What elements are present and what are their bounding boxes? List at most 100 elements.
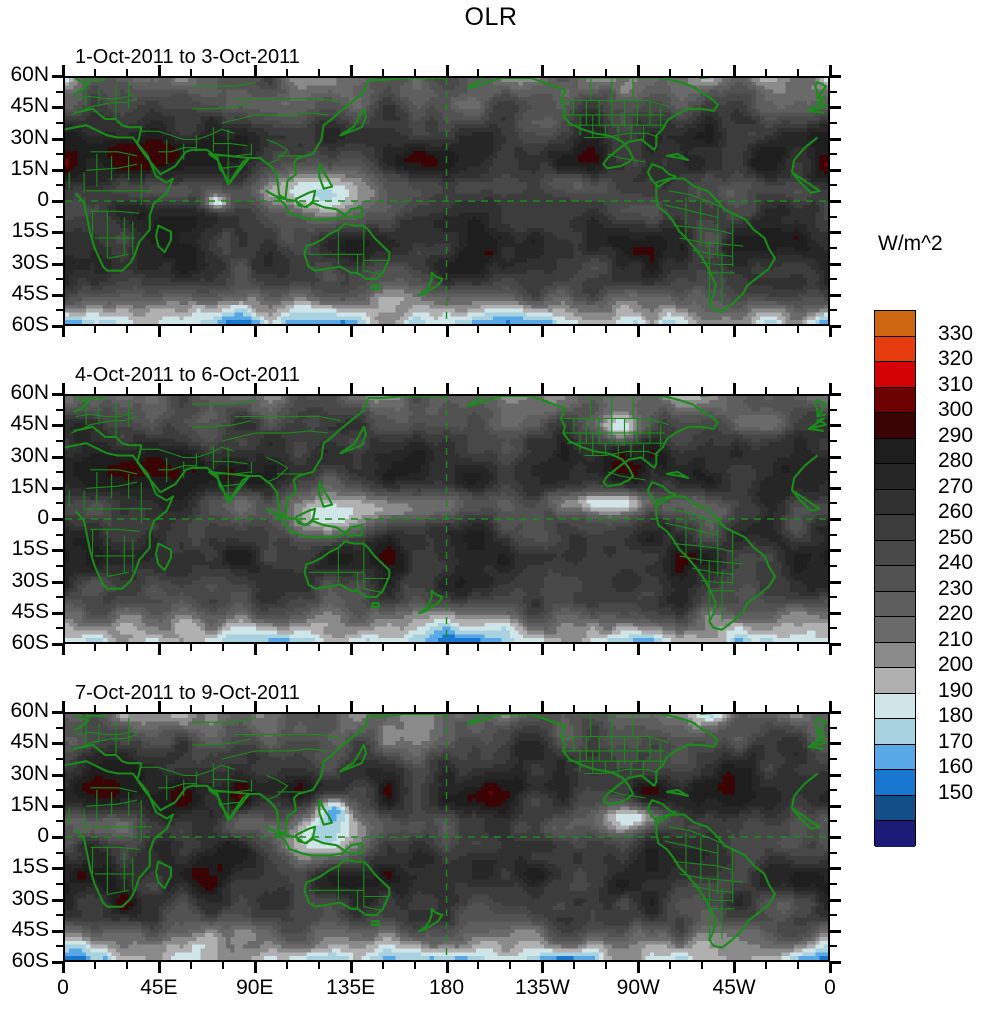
x-tick-minor: [381, 69, 384, 76]
y-tick-label: 45S: [0, 600, 49, 624]
y-tick-minor: [56, 945, 63, 948]
x-tick-minor: [413, 69, 416, 76]
y-tick-minor: [56, 882, 63, 885]
y-tick-minor: [56, 914, 63, 917]
x-tick-minor: [797, 962, 800, 969]
x-tick-minor: [765, 705, 768, 712]
x-tick-minor: [797, 644, 800, 651]
y-tick-minor: [830, 215, 837, 218]
x-tick-minor: [765, 326, 768, 333]
y-tick-major-right: [830, 262, 841, 266]
y-tick-major-right: [830, 200, 841, 203]
x-tick-minor: [189, 644, 192, 651]
x-tick-minor: [381, 326, 384, 333]
y-tick-major: [52, 961, 63, 964]
y-tick-minor: [830, 851, 837, 854]
x-tick-minor: [605, 387, 608, 394]
y-tick-minor: [56, 596, 63, 599]
x-tick-minor: [669, 326, 672, 333]
x-tick-major-top: [541, 65, 545, 76]
x-tick-minor: [701, 962, 704, 969]
y-tick-minor: [830, 121, 837, 124]
x-tick-major-bottom: [349, 644, 353, 655]
x-tick-major-bottom: [62, 644, 65, 655]
x-tick-minor: [413, 962, 416, 969]
colorbar-band: [875, 591, 915, 618]
x-tick-minor: [317, 387, 320, 394]
colorbar-tick-label: 330: [938, 322, 973, 346]
colorbar-tick-label: 320: [938, 347, 973, 371]
y-tick-major: [52, 262, 63, 266]
x-tick-label: 0: [782, 976, 878, 1000]
x-tick-minor: [413, 644, 416, 651]
x-tick-minor: [93, 387, 96, 394]
figure-title: OLR: [0, 3, 982, 32]
x-tick-minor: [189, 326, 192, 333]
y-tick-major: [52, 580, 63, 584]
x-tick-major-top: [733, 65, 737, 76]
x-tick-major-top: [445, 701, 449, 712]
x-tick-major-bottom: [541, 962, 545, 973]
x-tick-minor: [797, 69, 800, 76]
y-tick-minor: [830, 153, 837, 156]
x-tick-major-top: [349, 383, 353, 394]
x-tick-minor: [477, 962, 480, 969]
x-tick-label: 135W: [494, 976, 590, 1000]
y-tick-minor: [56, 90, 63, 93]
y-tick-major: [52, 393, 63, 396]
y-tick-minor: [56, 820, 63, 823]
x-tick-minor: [317, 326, 320, 333]
colorbar-tick-label: 200: [938, 653, 973, 677]
y-tick-major: [52, 836, 63, 839]
y-tick-major: [52, 643, 63, 646]
x-tick-major-bottom: [829, 644, 832, 655]
y-tick-minor: [56, 851, 63, 854]
x-tick-minor: [669, 705, 672, 712]
colorbar-band: [875, 693, 915, 720]
colorbar-band: [875, 464, 915, 490]
y-tick-major: [52, 549, 63, 553]
x-tick-minor: [701, 326, 704, 333]
colorbar-tick-label: 260: [938, 500, 973, 524]
x-tick-major-bottom: [445, 962, 449, 973]
y-tick-label: 60N: [0, 699, 49, 723]
x-tick-minor: [573, 387, 576, 394]
x-tick-label: 90W: [590, 976, 686, 1000]
x-tick-minor: [285, 387, 288, 394]
y-tick-minor: [830, 564, 837, 567]
y-tick-minor: [830, 278, 837, 281]
x-tick-minor: [669, 962, 672, 969]
y-tick-label: 30S: [0, 569, 49, 593]
y-tick-label: 60S: [0, 313, 49, 337]
colorbar-tick-label: 300: [938, 398, 973, 422]
x-tick-major-top: [445, 65, 449, 76]
x-tick-minor: [797, 387, 800, 394]
colorbar-tick-label: 280: [938, 449, 973, 473]
y-tick-major-right: [830, 137, 841, 141]
colorbar-unit-label: W/m^2: [878, 232, 943, 256]
x-tick-minor: [381, 387, 384, 394]
x-tick-minor: [285, 69, 288, 76]
x-tick-major-bottom: [62, 326, 65, 337]
y-tick-major: [52, 75, 63, 78]
y-tick-label: 60S: [0, 631, 49, 655]
colorbar-tick-label: 270: [938, 475, 973, 499]
x-tick-minor: [93, 705, 96, 712]
y-tick-major-right: [830, 106, 841, 110]
map-panel-2[interactable]: [63, 394, 830, 644]
x-tick-minor: [701, 705, 704, 712]
y-tick-major-right: [830, 961, 841, 964]
x-tick-minor: [573, 705, 576, 712]
x-tick-minor: [413, 705, 416, 712]
y-tick-major-right: [830, 742, 841, 746]
y-tick-label: 60N: [0, 381, 49, 405]
x-tick-minor: [381, 705, 384, 712]
map-panel-3[interactable]: [63, 712, 830, 962]
x-tick-major-top: [829, 65, 832, 76]
x-tick-minor: [509, 326, 512, 333]
x-tick-minor: [317, 644, 320, 651]
x-tick-minor: [669, 69, 672, 76]
x-tick-minor: [221, 326, 224, 333]
x-tick-major-top: [637, 65, 641, 76]
map-panel-1[interactable]: [63, 76, 830, 326]
